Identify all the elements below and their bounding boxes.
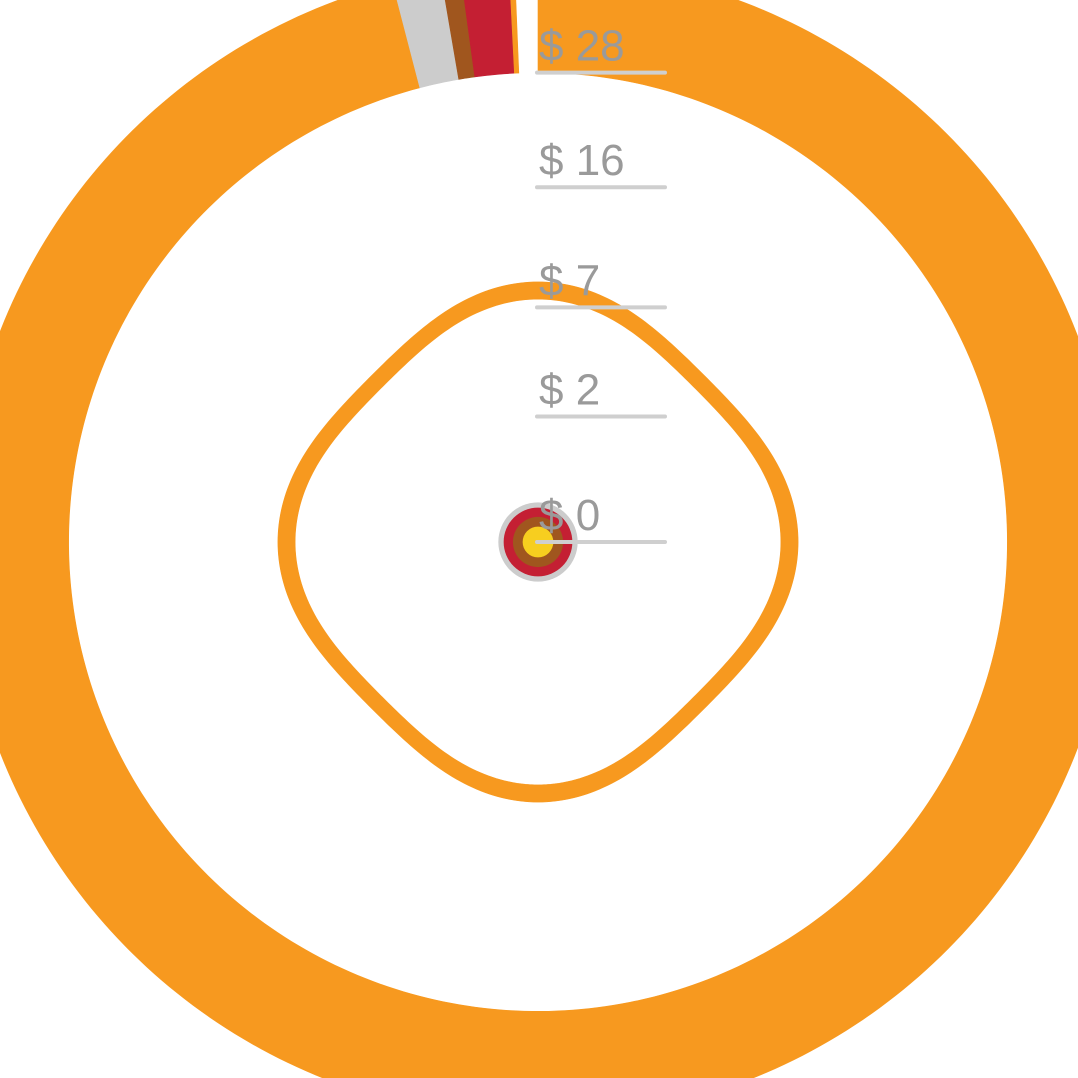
tick-label-1: $ 16 [539,136,625,185]
ring-inner-segment-0 [277,281,799,803]
radial-axis: $ 28 $ 16 $ 7 $ 2 $ 0 [535,22,667,544]
tick-label-3: $ 2 [539,366,600,415]
tick-label-0: $ 28 [539,22,625,71]
tick-label-2: $ 7 [539,256,600,305]
ring-outer-segment-4 [510,0,520,74]
tick-label-4: $ 0 [539,491,600,540]
